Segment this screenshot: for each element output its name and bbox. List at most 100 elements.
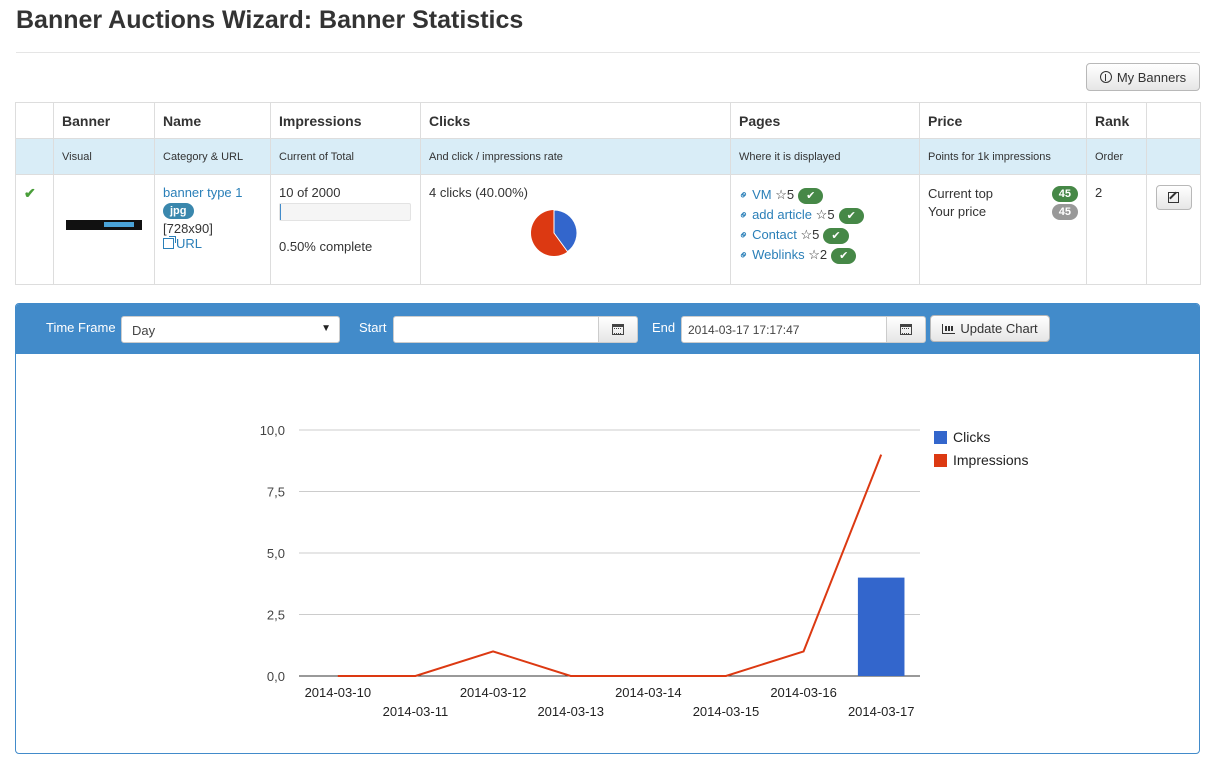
progress-fill bbox=[280, 204, 281, 220]
title-divider bbox=[16, 52, 1200, 53]
page-link-contact[interactable]: Contact bbox=[752, 227, 797, 242]
your-price-value: 45 bbox=[1051, 204, 1078, 220]
banner-name-link[interactable]: banner type 1 bbox=[163, 185, 243, 200]
dropdown-arrow-icon: ▼ bbox=[321, 323, 331, 334]
header-actions bbox=[1146, 102, 1201, 139]
subheader-order: Order bbox=[1086, 138, 1147, 175]
page-item-contact: ⚭Contact ☆5 ✔ bbox=[735, 225, 911, 245]
page-title: Banner Auctions Wizard: Banner Statistic… bbox=[16, 6, 524, 34]
end-calendar-button[interactable] bbox=[886, 316, 926, 343]
table-row: ✔ banner type 1 jpg [728x90] URL 10 of 2… bbox=[15, 174, 1201, 285]
url-link[interactable]: URL bbox=[163, 236, 202, 251]
edit-button[interactable] bbox=[1155, 185, 1192, 210]
x-tick-label: 2014-03-17 bbox=[848, 704, 915, 719]
current-top-label: Current top bbox=[928, 186, 994, 201]
header-banner: Banner bbox=[53, 102, 155, 139]
x-tick-label: 2014-03-15 bbox=[693, 704, 760, 719]
clicks-text: 4 clicks (40.00%) bbox=[429, 185, 528, 200]
calendar-icon bbox=[612, 324, 624, 335]
star-icon: ☆ bbox=[808, 247, 820, 262]
calendar-icon bbox=[900, 324, 912, 335]
clicks-cell: 4 clicks (40.00%) bbox=[420, 174, 731, 285]
page-stars: 2 bbox=[819, 247, 828, 262]
time-frame-select[interactable]: Day ▼ bbox=[121, 316, 340, 343]
my-banners-label: My Banners bbox=[1116, 69, 1187, 85]
actions-cell bbox=[1146, 174, 1201, 285]
check-badge-icon: ✔ bbox=[823, 227, 849, 244]
start-date-input[interactable] bbox=[393, 316, 599, 343]
check-badge-icon: ✔ bbox=[798, 187, 824, 204]
start-label: Start bbox=[359, 320, 387, 335]
page-link-weblinks[interactable]: Weblinks bbox=[752, 247, 805, 262]
legend-swatch bbox=[934, 431, 947, 444]
time-frame-label: Time Frame bbox=[46, 320, 116, 335]
impressions-progress-bar bbox=[279, 203, 411, 221]
your-price-label: Your price bbox=[928, 204, 987, 219]
statistics-chart: 0,0 2,5 5,0 7,5 10,0 2014-03-10 2014-03-11 2014… bbox=[260, 423, 1029, 719]
banner-thumbnail[interactable] bbox=[66, 220, 142, 230]
star-icon: ☆ bbox=[775, 187, 787, 202]
subheader-where-displayed: Where it is displayed bbox=[730, 138, 920, 175]
impressions-line bbox=[337, 454, 883, 677]
update-chart-label: Update Chart bbox=[960, 321, 1038, 336]
x-tick-label: 2014-03-12 bbox=[460, 685, 527, 700]
page-stars: 5 bbox=[827, 207, 835, 222]
subheader-actions bbox=[1146, 138, 1201, 175]
subheader-visual: Visual bbox=[53, 138, 155, 175]
star-icon: ☆ bbox=[815, 207, 828, 222]
status-cell: ✔ bbox=[15, 174, 54, 285]
chart-filter-bar: Time Frame Day ▼ Start End Update Chart bbox=[16, 304, 1199, 354]
complete-text: 0.50% complete bbox=[279, 239, 373, 254]
legend-swatch bbox=[934, 454, 947, 467]
y-tick-label: 7,5 bbox=[267, 485, 285, 500]
page-link-add-article[interactable]: add article bbox=[752, 207, 813, 222]
x-tick-label: 2014-03-10 bbox=[305, 685, 372, 700]
end-date-input[interactable] bbox=[681, 316, 887, 343]
click-rate-pie bbox=[531, 209, 578, 256]
legend-label: Impressions bbox=[953, 452, 1028, 468]
info-circle-icon bbox=[1099, 71, 1112, 83]
your-price-row: Your price 45 bbox=[928, 203, 1078, 221]
start-calendar-button[interactable] bbox=[598, 316, 638, 343]
y-tick-label: 2,5 bbox=[267, 608, 285, 623]
subheader-current-total: Current of Total bbox=[270, 138, 421, 175]
price-cell: Current top 45 Your price 45 bbox=[919, 174, 1087, 285]
current-top-row: Current top 45 bbox=[928, 185, 1078, 203]
header-impressions: Impressions bbox=[270, 102, 421, 139]
banner-visual-cell bbox=[53, 174, 155, 285]
header-name: Name bbox=[154, 102, 271, 139]
check-icon: ✔ bbox=[24, 185, 36, 201]
x-tick-label: 2014-03-14 bbox=[615, 685, 682, 700]
subheader-select bbox=[15, 138, 54, 175]
statistics-panel: Time Frame Day ▼ Start End Update Chart … bbox=[15, 303, 1200, 754]
pie-slice-clicks bbox=[553, 209, 578, 253]
url-label: URL bbox=[176, 236, 203, 251]
impressions-count: 10 of 2000 bbox=[279, 185, 341, 200]
update-chart-button[interactable]: Update Chart bbox=[930, 315, 1050, 342]
header-pages: Pages bbox=[730, 102, 920, 139]
clicks-bar bbox=[857, 577, 905, 676]
end-label: End bbox=[652, 320, 676, 335]
page-item-add-article: ⚭add article ☆5 ✔ bbox=[735, 205, 911, 225]
banners-table: Banner Name Impressions Clicks Pages Pri… bbox=[15, 102, 1201, 285]
time-frame-value: Day bbox=[132, 323, 156, 338]
my-banners-button[interactable]: My Banners bbox=[1086, 63, 1200, 91]
subheader-click-rate: And click / impressions rate bbox=[420, 138, 731, 175]
banner-size: [728x90] bbox=[163, 221, 213, 236]
pages-cell: ⚭VM ☆5 ✔ ⚭add article ☆5 ✔ ⚭Contact ☆5 ✔ ⚭W… bbox=[730, 174, 920, 285]
y-tick-label: 10,0 bbox=[260, 423, 285, 438]
edit-icon bbox=[1168, 192, 1179, 203]
type-badge: jpg bbox=[163, 203, 194, 219]
star-icon: ☆ bbox=[800, 227, 813, 242]
table-subheader-row: Visual Category & URL Current of Total A… bbox=[15, 138, 1201, 175]
x-tick-label: 2014-03-16 bbox=[770, 685, 837, 700]
y-tick-label: 5,0 bbox=[267, 546, 285, 561]
page-link-vm[interactable]: VM bbox=[752, 187, 772, 202]
rank-value: 2 bbox=[1095, 185, 1103, 200]
bar-chart-icon bbox=[942, 323, 956, 334]
name-cell: banner type 1 jpg [728x90] URL bbox=[154, 174, 271, 285]
x-tick-label: 2014-03-11 bbox=[383, 704, 449, 719]
header-price: Price bbox=[919, 102, 1087, 139]
x-tick-label: 2014-03-13 bbox=[537, 704, 604, 719]
page-item-vm: ⚭VM ☆5 ✔ bbox=[735, 185, 911, 205]
